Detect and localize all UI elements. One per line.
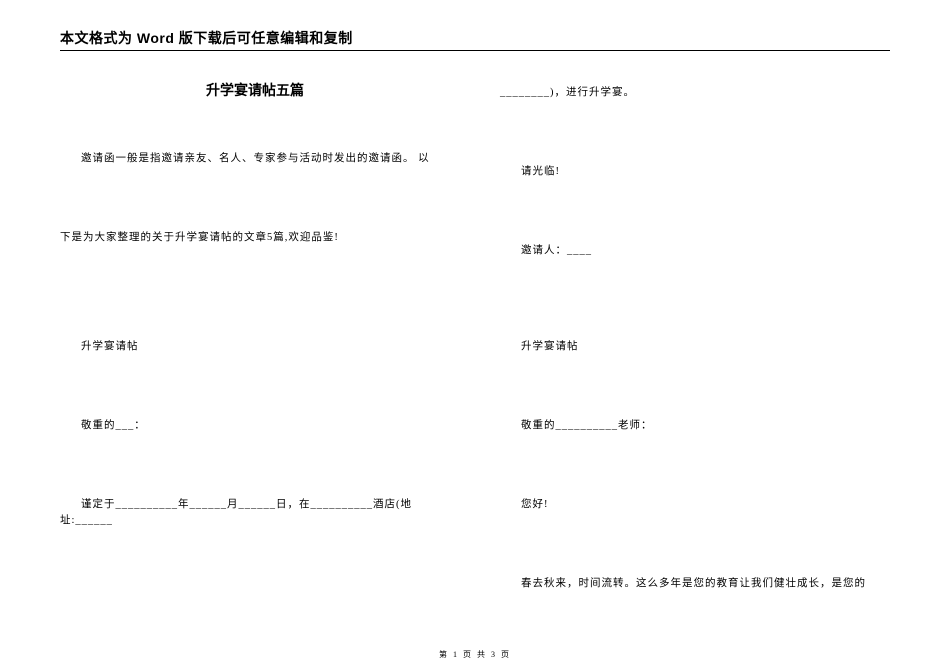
right-line-2: 请光临! (500, 164, 890, 181)
intro-paragraph: 邀请函一般是指邀请亲友、名人、专家参与活动时发出的邀请函。 以 (60, 151, 450, 168)
header-text: 本文格式为 Word 版下载后可任意编辑和复制 (60, 28, 890, 48)
right-column: ________)，进行升学宴。 请光临! 邀请人：____ 升学宴请帖 敬重的… (500, 85, 890, 593)
left-column: 升学宴请帖五篇 邀请函一般是指邀请亲友、名人、专家参与活动时发出的邀请函。 以 … (60, 79, 450, 593)
salutation-2: 敬重的__________老师： (500, 418, 890, 435)
salutation-1: 敬重的___： (60, 418, 450, 435)
content-area: 升学宴请帖五篇 邀请函一般是指邀请亲友、名人、专家参与活动时发出的邀请函。 以 … (60, 79, 890, 593)
header-bar: 本文格式为 Word 版下载后可任意编辑和复制 (60, 28, 890, 51)
section-heading-1: 升学宴请帖 (60, 339, 450, 356)
spacer (60, 309, 450, 339)
page-footer: 第 1 页 共 3 页 (0, 649, 950, 660)
body-paragraph: 春去秋来，时间流转。这么多年是您的教育让我们健壮成长，是您的 (500, 576, 890, 593)
document-title: 升学宴请帖五篇 (60, 79, 450, 101)
right-line-3: 邀请人：____ (500, 243, 890, 260)
section-heading-2: 升学宴请帖 (500, 339, 890, 356)
document-page: 本文格式为 Word 版下载后可任意编辑和复制 升学宴请帖五篇 邀请函一般是指邀… (0, 0, 950, 613)
body-line-1: 谨定于__________年______月______日，在__________… (60, 497, 450, 531)
greeting: 您好! (500, 497, 890, 514)
right-line-1: ________)，进行升学宴。 (500, 85, 890, 102)
subtitle-line: 下是为大家整理的关于升学宴请帖的文章5篇,欢迎品鉴! (60, 230, 450, 247)
